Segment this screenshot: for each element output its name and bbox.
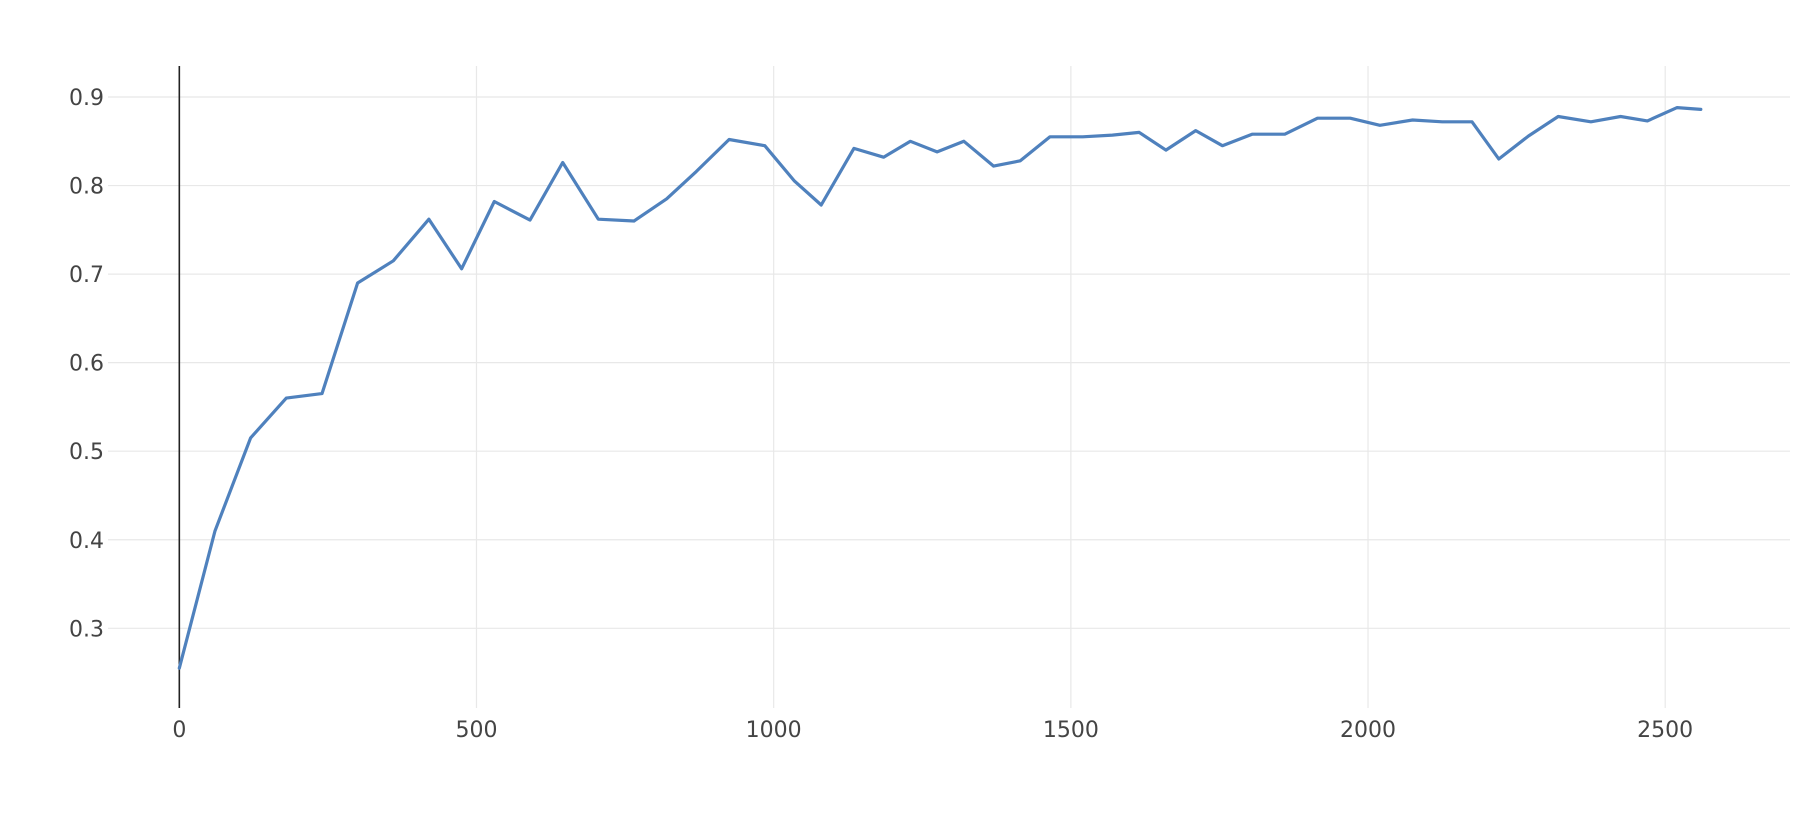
y-tick-label: 0.9 [69,86,104,111]
x-tick-label: 2500 [1637,718,1693,743]
y-tick-label: 0.5 [69,440,104,465]
series-line [177,105,1703,670]
x-tick-label: 0 [172,718,186,743]
y-tick-label: 0.4 [69,529,104,554]
series-layer [177,105,1703,670]
tick-labels: 0 500 1000 1500 2000 2500 0.3 0.4 0.5 0.6 0.7 0.8 0.… [69,86,1693,743]
y-tick-label: 0.8 [69,175,104,200]
y-tick-label: 0.6 [69,352,104,377]
y-tick-label: 0.7 [69,263,104,288]
grid-lines [108,66,1790,708]
x-tick-label: 2000 [1340,718,1396,743]
x-tick-label: 500 [455,718,497,743]
x-tick-label: 1500 [1043,718,1099,743]
y-tick-label: 0.3 [69,617,104,642]
x-tick-label: 1000 [746,718,802,743]
